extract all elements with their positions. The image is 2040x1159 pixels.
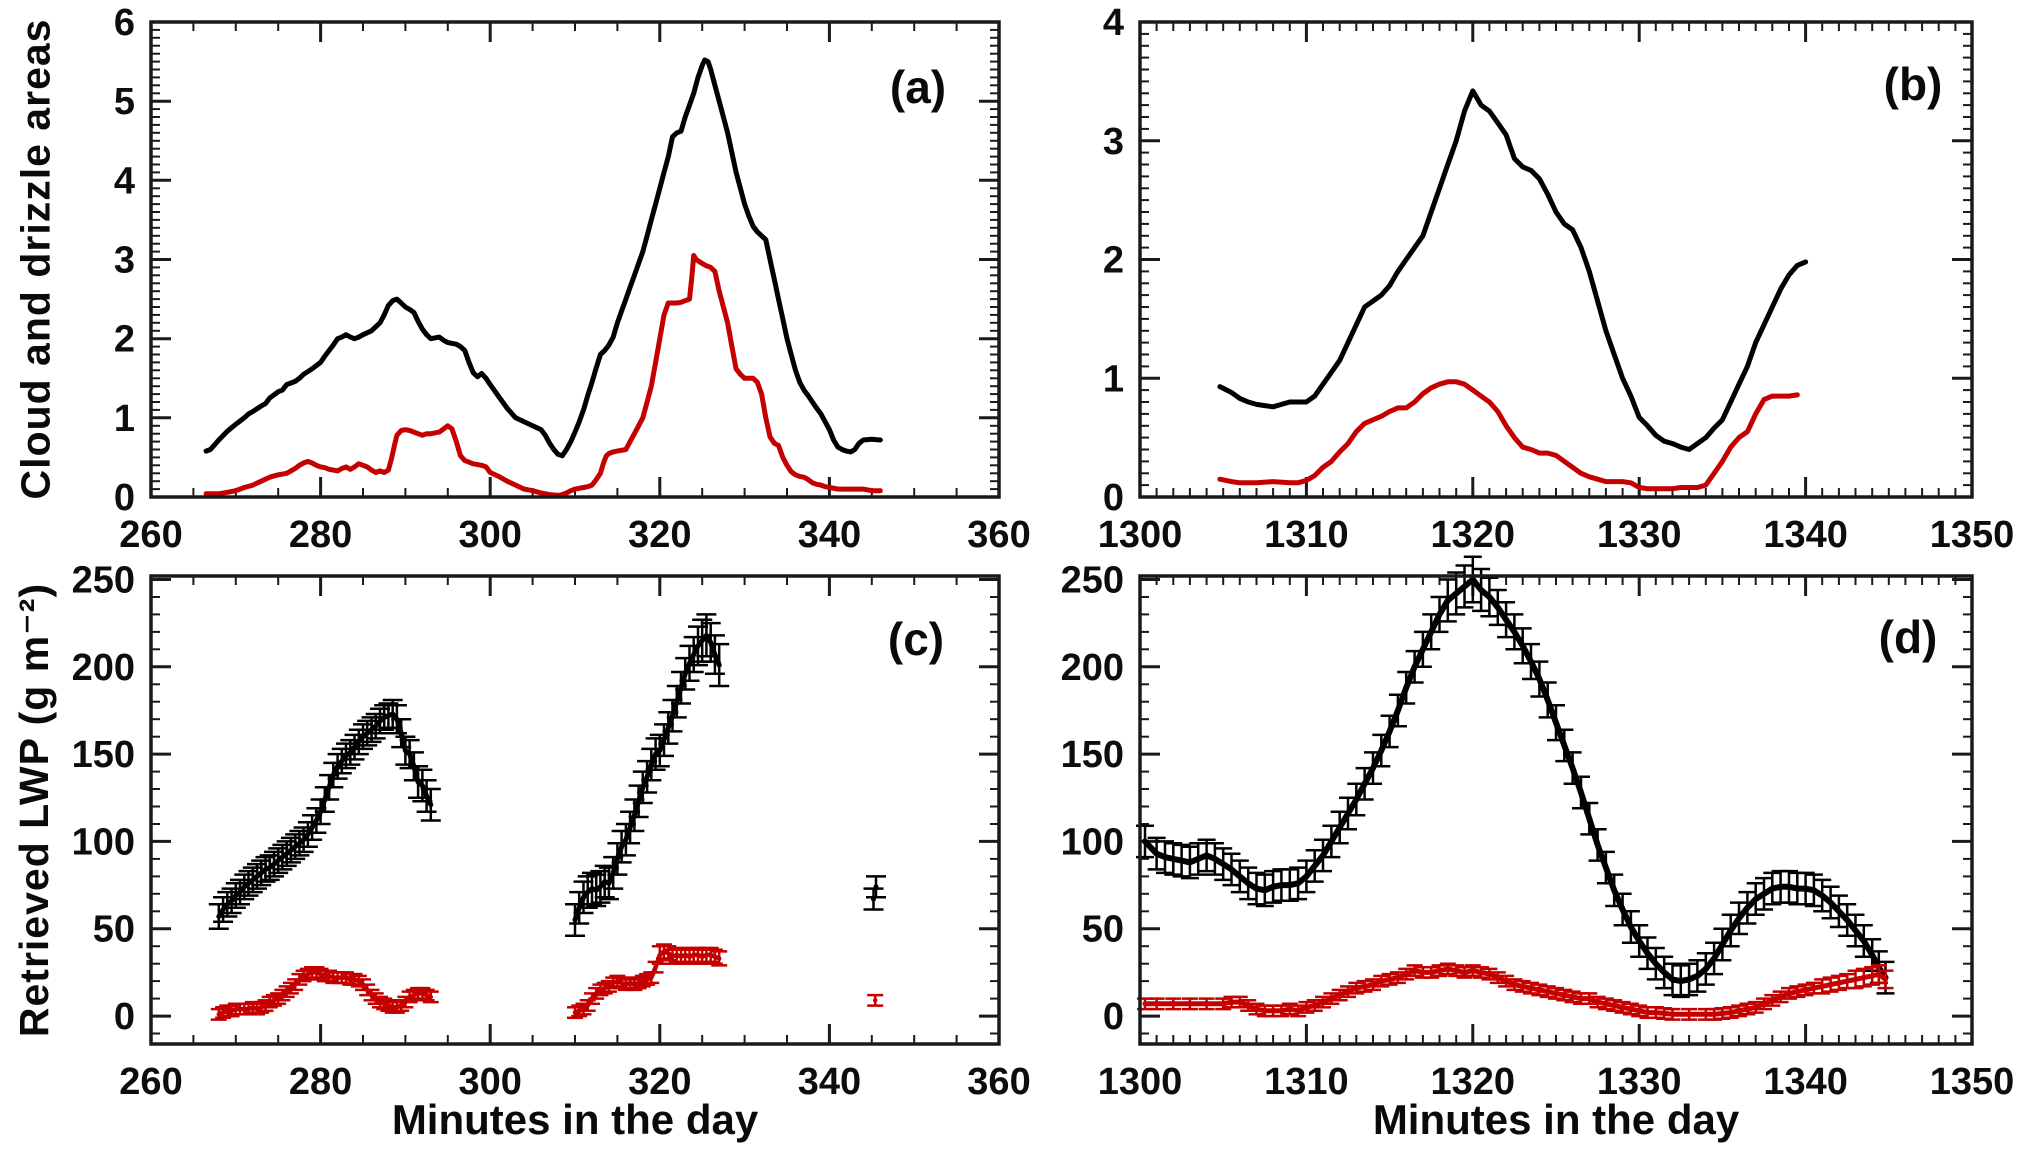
x-tick-label: 1320: [1431, 514, 1516, 556]
x-axis-title-left: Minutes in the day: [391, 1096, 759, 1143]
y-tick-label: 5: [114, 81, 135, 123]
y-tick-label: 3: [1103, 121, 1124, 163]
panel-d-frame: [1138, 574, 1974, 1046]
panel-a: 260 280 300 320 340 360 0 1 2 3 4 5 6: [114, 2, 1031, 556]
x-tick-label: 1350: [1930, 514, 2015, 556]
series-drizzle-lwp-point: [872, 998, 878, 1003]
x-tick-label: 1340: [1763, 1061, 1848, 1103]
series-cloud-lwp-line: [216, 711, 434, 919]
y-tick-label: 1: [1103, 358, 1124, 400]
panel-b-letter: (b): [1883, 58, 1943, 110]
panel-a-letter: (a): [889, 61, 947, 113]
panel-a-frame: [149, 20, 1001, 499]
panel-b-series-cloud-area: [1217, 88, 1809, 452]
series-cloud-lwp-line: [1142, 576, 1889, 985]
panel-b: 1300 1310 1320 1330 1340 1350 0 1 2 3 4: [1098, 2, 2015, 556]
series-drizzle-lwp-line: [216, 970, 434, 1017]
panel-a-series-drizzle-area: [203, 253, 883, 498]
x-axis-title-right: Minutes in the day: [1372, 1096, 1740, 1143]
series-cloud-area-line: [1217, 88, 1809, 452]
y-tick-label: 250: [72, 560, 135, 602]
x-tick-label: 1330: [1597, 514, 1682, 556]
panel-d-tick-labels: 1300 1310 1320 1330 1340 1350 0 50 100 150 200 250: [1061, 560, 2015, 1104]
panel-d-series-drizzle-lwp: [1137, 962, 1894, 1021]
panel-b-series-drizzle-area: [1217, 379, 1800, 492]
panel-c-ticks: [149, 576, 1001, 1044]
x-tick-label: 320: [628, 1061, 691, 1103]
y-tick-label: 150: [1061, 734, 1124, 776]
y-tick-label: 1: [114, 398, 135, 440]
panel-c-letter: (c): [887, 613, 945, 665]
x-tick-label: 340: [798, 1061, 861, 1103]
y-tick-label: 100: [1061, 821, 1124, 863]
y-tick-label: 0: [114, 477, 135, 519]
panel-d-series-cloud-lwp: [1136, 555, 1895, 999]
y-tick-label: 2: [114, 319, 135, 361]
y-tick-label: 50: [93, 909, 135, 951]
x-tick-label: 1320: [1431, 1061, 1516, 1103]
panel-c-frame: [149, 574, 1001, 1046]
x-tick-label: 260: [119, 1061, 182, 1103]
y-tick-label: 50: [1082, 909, 1124, 951]
series-cloud-lwp-errorbars: [1136, 555, 1895, 999]
x-tick-label: 1300: [1098, 514, 1183, 556]
y-tick-label: 6: [114, 2, 135, 44]
x-tick-label: 1310: [1264, 1061, 1349, 1103]
panel-a-tick-labels: 260 280 300 320 340 360 0 1 2 3 4 5 6: [114, 2, 1031, 556]
panel-c-series-cloud-lwp: [208, 613, 886, 937]
y-tick-label: 250: [1061, 560, 1124, 602]
panel-b-frame: [1138, 20, 1974, 499]
x-tick-label: 1310: [1264, 514, 1349, 556]
panel-b-ticks: [1138, 20, 1974, 499]
x-tick-label: 300: [458, 514, 521, 556]
x-tick-label: 260: [119, 514, 182, 556]
x-tick-label: 300: [458, 1061, 521, 1103]
panel-c: 260 280 300 320 340 360 0 50 100 150 200 250: [72, 560, 1031, 1104]
x-tick-label: 280: [289, 514, 352, 556]
x-tick-label: 340: [798, 514, 861, 556]
series-drizzle-lwp-line: [1142, 966, 1888, 1017]
x-tick-label: 1330: [1597, 1061, 1682, 1103]
x-tick-label: 360: [967, 1061, 1030, 1103]
series-drizzle-area-line: [1217, 379, 1800, 492]
y-tick-label: 4: [1103, 2, 1124, 44]
x-tick-label: 1300: [1098, 1061, 1183, 1103]
x-tick-label: 1340: [1763, 514, 1848, 556]
series-cloud-lwp-line: [572, 632, 722, 923]
x-tick-label: 1350: [1930, 1061, 2015, 1103]
series-cloud-lwp-errorbars: [208, 698, 441, 930]
y-axis-title-lwp: Retrieved LWP (g m⁻²): [11, 582, 57, 1038]
series-cloud-lwp-point: [873, 884, 879, 890]
y-tick-label: 150: [72, 734, 135, 776]
y-tick-label: 0: [114, 996, 135, 1038]
x-tick-label: 280: [289, 1061, 352, 1103]
panel-d-letter: (d): [1878, 611, 1938, 663]
y-tick-label: 2: [1103, 240, 1124, 282]
panel-b-tick-labels: 1300 1310 1320 1330 1340 1350 0 1 2 3 4: [1098, 2, 2015, 556]
y-tick-label: 0: [1103, 477, 1124, 519]
x-tick-label: 320: [628, 514, 691, 556]
y-tick-label: 3: [114, 240, 135, 282]
y-tick-label: 100: [72, 821, 135, 863]
y-axis-title-cloud-drizzle: Cloud and drizzle areas: [12, 18, 59, 500]
series-drizzle-area-line: [203, 253, 883, 498]
series-drizzle-lwp-errorbars: [1137, 962, 1894, 1021]
y-tick-label: 200: [1061, 647, 1124, 689]
y-tick-label: 0: [1103, 996, 1124, 1038]
y-tick-label: 4: [114, 160, 135, 202]
series-drizzle-lwp-line: [572, 949, 722, 1015]
panel-c-tick-labels: 260 280 300 320 340 360 0 50 100 150 200 250: [72, 560, 1031, 1104]
series-cloud-area-line: [203, 57, 883, 459]
panel-c-series-drizzle-lwp: [210, 943, 884, 1021]
panel-a-series-cloud-area: [203, 57, 883, 459]
x-tick-label: 360: [967, 514, 1030, 556]
y-tick-label: 200: [72, 647, 135, 689]
panel-d: 1300 1310 1320 1330 1340 1350 0 50 100 150 200 250: [1061, 555, 2015, 1104]
